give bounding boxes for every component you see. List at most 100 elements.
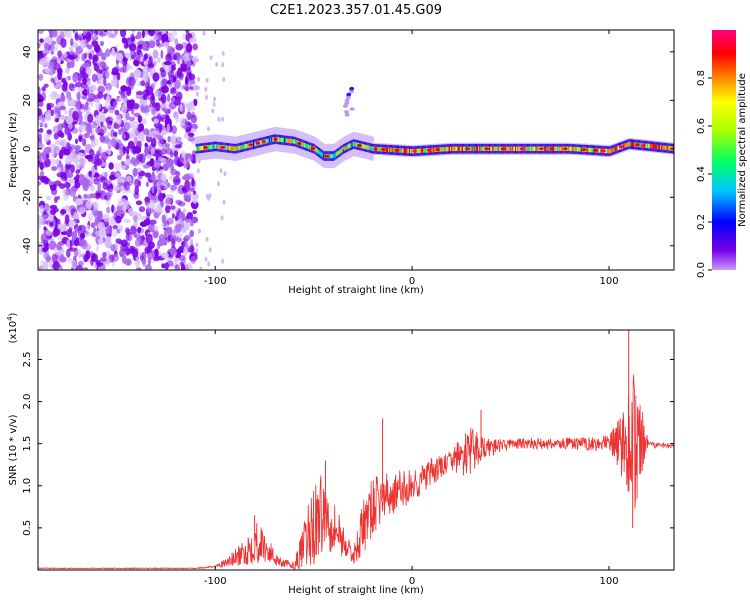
ridge-core bbox=[210, 144, 213, 150]
noise-cell bbox=[153, 118, 159, 124]
ridge-core bbox=[560, 146, 563, 151]
ridge-core bbox=[525, 146, 528, 151]
noise-cell bbox=[194, 85, 198, 91]
ridge-core bbox=[316, 148, 319, 154]
noise-cell bbox=[130, 225, 137, 235]
ridge-core bbox=[267, 138, 269, 144]
noise-cell bbox=[163, 61, 172, 66]
noise-cell bbox=[153, 159, 161, 169]
ridge-core bbox=[361, 143, 363, 149]
ridge-core bbox=[662, 145, 665, 150]
ridge-core bbox=[401, 148, 404, 153]
ridge-core bbox=[247, 143, 250, 148]
noise-cell bbox=[150, 148, 155, 155]
noise-cell bbox=[53, 106, 61, 114]
noise-cell bbox=[79, 157, 87, 167]
ridge-core bbox=[498, 146, 501, 151]
noise-cell bbox=[167, 93, 171, 103]
y-tick-label: 20 bbox=[22, 94, 33, 107]
ridge-core bbox=[259, 140, 262, 145]
ridge-core bbox=[557, 146, 559, 151]
noise-cell bbox=[168, 35, 176, 42]
noise-cell bbox=[86, 87, 90, 96]
ridge-core bbox=[545, 146, 548, 151]
noise-cell bbox=[195, 242, 199, 248]
noise-cell bbox=[45, 153, 50, 159]
ridge-core bbox=[319, 150, 321, 155]
noise-cell bbox=[44, 203, 50, 212]
ridge-core bbox=[628, 141, 631, 147]
ridge-peak bbox=[324, 154, 329, 158]
ridge-core bbox=[304, 143, 307, 148]
noise-cell bbox=[181, 33, 186, 40]
y-tick-label: 40 bbox=[22, 45, 33, 58]
noise-cell bbox=[100, 151, 108, 161]
noise-cell bbox=[178, 72, 184, 81]
noise-cell bbox=[166, 260, 174, 267]
noise-cell bbox=[127, 232, 133, 242]
ridge-core bbox=[627, 142, 630, 147]
noise-cell bbox=[122, 146, 127, 155]
ridge-peak bbox=[451, 147, 456, 151]
ridge-core bbox=[353, 141, 356, 147]
snr-plot-area bbox=[38, 330, 674, 570]
noise-cell bbox=[44, 68, 51, 74]
noise-cell bbox=[79, 164, 85, 169]
noise-cell bbox=[120, 30, 127, 38]
colorbar-tick-label: 0.0 bbox=[696, 262, 707, 278]
ridge-core bbox=[338, 150, 341, 155]
noise-cell bbox=[152, 49, 159, 59]
noise-cell bbox=[204, 86, 208, 92]
noise-cell bbox=[47, 129, 52, 135]
noise-cell bbox=[186, 111, 192, 121]
noise-cell bbox=[202, 30, 206, 36]
ridge-core bbox=[225, 145, 228, 150]
noise-cell bbox=[106, 206, 111, 214]
noise-cell bbox=[186, 126, 192, 132]
ridge-core bbox=[400, 148, 402, 153]
ridge-peak bbox=[435, 148, 440, 152]
noise-cell bbox=[146, 252, 155, 260]
ridge-core bbox=[294, 139, 296, 144]
ridge-core bbox=[269, 138, 271, 143]
ridge-core bbox=[447, 146, 450, 152]
noise-cell bbox=[160, 78, 168, 89]
noise-cell bbox=[99, 40, 105, 47]
noise-cell bbox=[139, 221, 148, 228]
noise-cell bbox=[123, 122, 131, 131]
y-tick-label: 1.5 bbox=[22, 436, 33, 452]
noise-cell bbox=[43, 42, 50, 51]
noise-cell bbox=[83, 133, 90, 139]
noise-cell bbox=[134, 238, 143, 247]
noise-cell bbox=[186, 153, 194, 162]
ridge-core bbox=[411, 149, 413, 154]
noise-cell bbox=[85, 32, 92, 42]
ridge-core bbox=[368, 145, 371, 150]
noise-cell bbox=[38, 73, 44, 81]
ridge-core bbox=[611, 148, 614, 153]
noise-cell bbox=[120, 103, 128, 114]
noise-cell bbox=[96, 192, 101, 197]
ridge-core bbox=[499, 146, 502, 151]
noise-cell bbox=[209, 55, 213, 61]
noise-cell bbox=[99, 125, 107, 134]
noise-cell bbox=[107, 140, 112, 149]
noise-cell bbox=[184, 234, 191, 241]
ridge-core bbox=[352, 142, 355, 147]
ridge-core bbox=[444, 147, 447, 152]
ridge-core bbox=[202, 145, 204, 151]
ridge-core bbox=[422, 148, 425, 153]
ridge-core bbox=[512, 146, 515, 151]
ridge-core bbox=[517, 146, 519, 151]
ridge-peak bbox=[500, 147, 506, 151]
noise-cell bbox=[148, 223, 156, 233]
ridge-core bbox=[543, 146, 545, 151]
ridge-core bbox=[239, 145, 242, 150]
ridge-core bbox=[347, 144, 349, 150]
ridge-core bbox=[432, 147, 435, 153]
noise-cell bbox=[168, 101, 177, 110]
ridge-core bbox=[629, 141, 632, 147]
noise-cell bbox=[174, 71, 179, 80]
noise-cell bbox=[222, 199, 226, 205]
ridge-core bbox=[371, 146, 373, 151]
